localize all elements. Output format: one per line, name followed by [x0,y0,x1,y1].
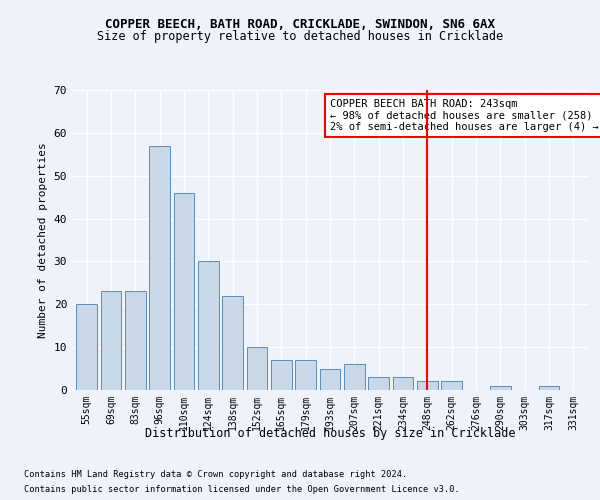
Text: Size of property relative to detached houses in Cricklade: Size of property relative to detached ho… [97,30,503,43]
Text: COPPER BEECH, BATH ROAD, CRICKLADE, SWINDON, SN6 6AX: COPPER BEECH, BATH ROAD, CRICKLADE, SWIN… [105,18,495,30]
Bar [101,292,121,390]
Bar [417,382,438,390]
Bar [368,377,389,390]
Y-axis label: Number of detached properties: Number of detached properties [38,142,48,338]
Bar [490,386,511,390]
Bar [76,304,97,390]
Bar [173,193,194,390]
Bar [320,368,340,390]
Bar [295,360,316,390]
Bar [149,146,170,390]
Text: Contains public sector information licensed under the Open Government Licence v3: Contains public sector information licen… [24,485,460,494]
Bar [344,364,365,390]
Bar [247,347,268,390]
Bar [222,296,243,390]
Text: Contains HM Land Registry data © Crown copyright and database right 2024.: Contains HM Land Registry data © Crown c… [24,470,407,479]
Bar [198,262,218,390]
Bar [125,292,146,390]
Bar [539,386,559,390]
Bar [392,377,413,390]
Bar [271,360,292,390]
Text: Distribution of detached houses by size in Cricklade: Distribution of detached houses by size … [145,428,515,440]
Text: COPPER BEECH BATH ROAD: 243sqm
← 98% of detached houses are smaller (258)
2% of : COPPER BEECH BATH ROAD: 243sqm ← 98% of … [330,99,599,132]
Bar [442,382,462,390]
